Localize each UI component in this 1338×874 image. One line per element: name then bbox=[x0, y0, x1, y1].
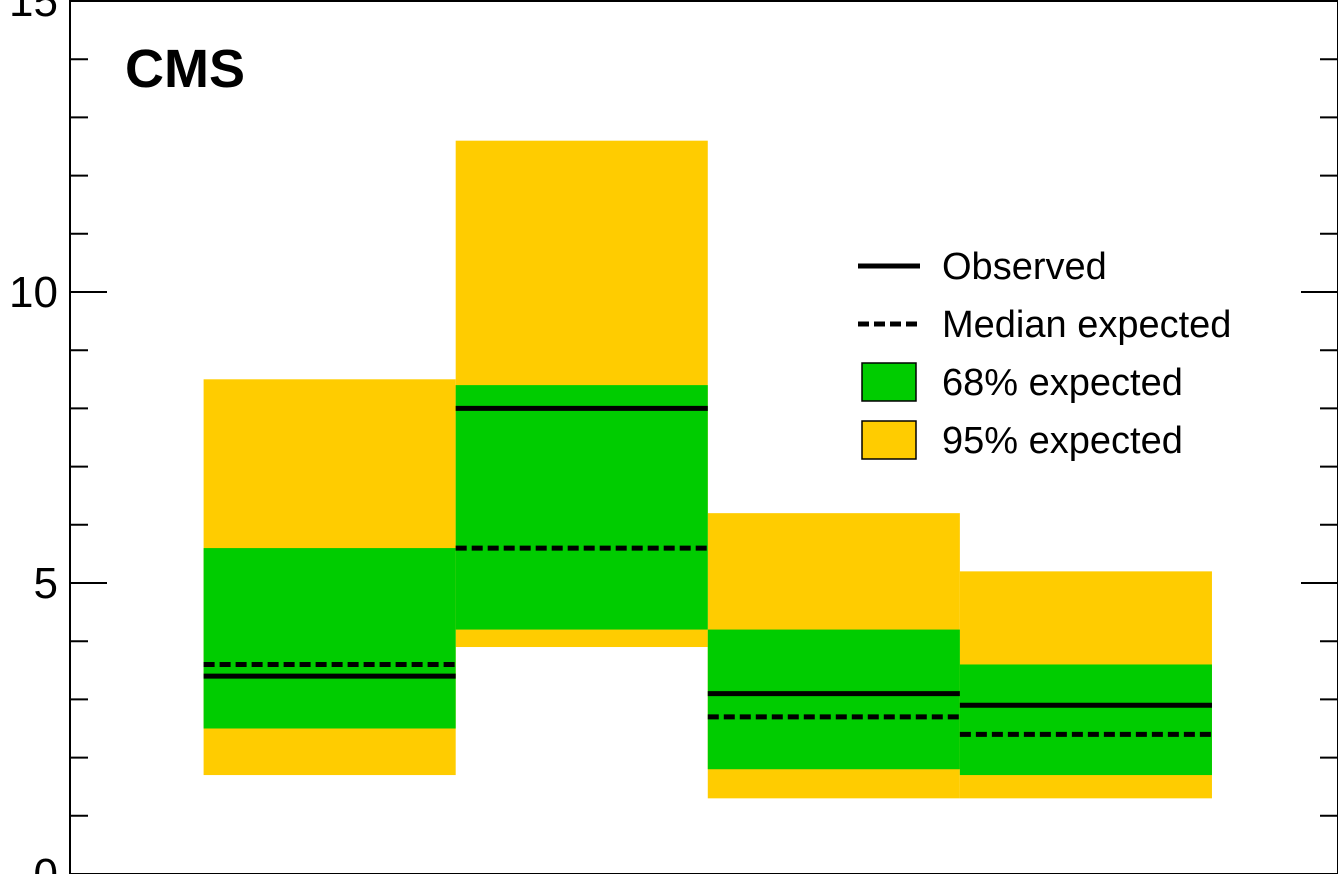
legend-label: 95% expected bbox=[942, 420, 1183, 462]
legend-label: 68% expected bbox=[942, 362, 1183, 404]
band-68-bin-2 bbox=[455, 385, 708, 630]
band-68-bin-1 bbox=[203, 548, 456, 729]
plot-frame bbox=[69, 0, 1338, 874]
y-tick-label: 10 bbox=[9, 268, 58, 317]
legend-label: Observed bbox=[942, 246, 1107, 288]
legend: Observed Median expected 68% expected 95% e… bbox=[858, 246, 1231, 462]
y-tick-label: 5 bbox=[34, 559, 58, 608]
y-tick-label: 0 bbox=[34, 850, 58, 874]
legend-95-swatch bbox=[861, 420, 917, 460]
y-tick-label: 15 bbox=[9, 0, 58, 26]
experiment-label: CMS bbox=[125, 39, 245, 99]
legend-68-swatch bbox=[861, 362, 917, 402]
bands-layer bbox=[203, 140, 1212, 799]
band-68-bin-4 bbox=[959, 664, 1212, 776]
lines-layer bbox=[203, 405, 1212, 737]
legend-label: Median expected bbox=[942, 304, 1231, 346]
band-68-bin-3 bbox=[707, 629, 960, 770]
axes-layer: 0 5 10 15 bbox=[9, 0, 1338, 874]
